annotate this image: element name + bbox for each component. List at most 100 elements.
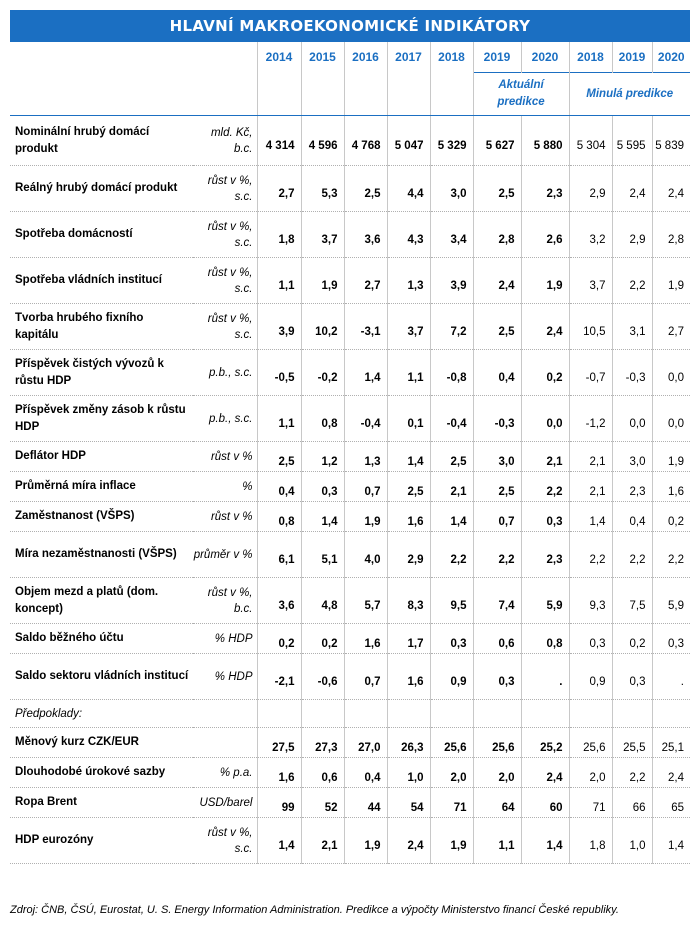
table-row: Míra nezaměstnanosti (VŠPS) průměr v % 6,1…	[10, 531, 690, 578]
current-value: 3,0	[473, 441, 522, 472]
source-note: Zdroj: ČNB, ČSÚ, Eurostat, U. S. Energy …	[10, 904, 619, 916]
year-header: 2020	[521, 42, 570, 73]
past-value: 1,9	[652, 257, 690, 304]
past-value: 2,0	[569, 757, 613, 788]
current-value: 0,2	[257, 623, 302, 654]
indicator-label: Saldo běžného účtu	[10, 623, 193, 654]
current-value: 10,2	[301, 303, 345, 350]
past-value: 65	[652, 787, 690, 818]
current-value: 3,9	[257, 303, 302, 350]
empty-cell	[521, 699, 570, 728]
table-row: Zaměstnanost (VŠPS) růst v % 0,8 1,4 1,9 1,6 1…	[10, 501, 690, 532]
current-value: 5 880	[521, 115, 570, 166]
empty-cell	[473, 699, 522, 728]
indicator-unit: průměr v %	[193, 531, 258, 578]
table-row: Reálný hrubý domácí produkt růst v %, s.c…	[10, 165, 690, 212]
year-header: 2015	[301, 42, 345, 73]
current-value: 2,5	[473, 303, 522, 350]
current-value: 0,8	[521, 623, 570, 654]
current-value: -0,6	[301, 653, 345, 700]
table-row: Nominální hrubý domácí produkt mld. Kč, b…	[10, 115, 690, 166]
current-value: 3,7	[387, 303, 431, 350]
indicator-label: Reálný hrubý domácí produkt	[10, 165, 193, 212]
current-value: 71	[430, 787, 474, 818]
current-value: 0,4	[344, 757, 388, 788]
year-header: 2014	[257, 42, 302, 73]
indicator-label: Spotřeba domácností	[10, 211, 193, 258]
year-header-row: 2014 2015 2016 2017 2018 2019 2020 2018 …	[10, 42, 690, 73]
indicator-label: Nominální hrubý domácí produkt	[10, 115, 193, 166]
empty-cell	[612, 699, 653, 728]
current-value: 54	[387, 787, 431, 818]
current-value: 2,2	[473, 531, 522, 578]
current-value: -0,3	[473, 395, 522, 442]
indicator-label: Příspěvek čistých vývozů k růstu HDP	[10, 349, 193, 396]
current-value: 1,1	[387, 349, 431, 396]
past-value: 0,3	[612, 653, 653, 700]
current-value: 0,4	[473, 349, 522, 396]
current-value: 0,9	[430, 653, 474, 700]
past-value: 25,6	[569, 727, 613, 758]
current-value: 4,4	[387, 165, 431, 212]
past-value: 66	[612, 787, 653, 818]
past-value: 2,2	[652, 531, 690, 578]
assumptions-label: Předpoklady:	[10, 699, 193, 728]
current-value: 0,7	[473, 501, 522, 532]
current-value: 2,3	[521, 531, 570, 578]
year-header: 2018	[430, 42, 474, 73]
indicator-unit: USD/barel	[193, 787, 258, 818]
indicator-unit	[193, 727, 258, 758]
current-value: 2,5	[473, 471, 522, 502]
past-value: 2,2	[612, 257, 653, 304]
empty-cell	[193, 699, 258, 728]
indicator-unit: % p.a.	[193, 757, 258, 788]
year-header: 2019	[473, 42, 522, 73]
year-header: 2020	[657, 50, 685, 64]
past-value: 1,8	[569, 817, 613, 864]
past-value: 2,4	[652, 757, 690, 788]
current-value: 26,3	[387, 727, 431, 758]
current-value: 2,4	[521, 303, 570, 350]
current-value: 5 329	[430, 115, 474, 166]
current-value: 0,2	[521, 349, 570, 396]
past-prediction-header: Minulá predikce	[569, 72, 690, 116]
current-value: 2,5	[473, 165, 522, 212]
past-value: 7,5	[612, 577, 653, 624]
current-value: 1,8	[257, 211, 302, 258]
current-value: -0,4	[430, 395, 474, 442]
past-value: 5 304	[569, 115, 613, 166]
table-row: Saldo běžného účtu% HDP 0,2 0,2 1,6 1,7 0,3 0,…	[10, 623, 690, 654]
year-header: 2018	[569, 42, 613, 73]
current-value: 1,4	[521, 817, 570, 864]
indicator-label: Ropa Brent	[10, 787, 193, 818]
indicator-label: Měnový kurz CZK/EUR	[10, 727, 193, 758]
current-value: 5,3	[301, 165, 345, 212]
past-value: 5 595	[612, 115, 653, 166]
current-value: 4 596	[301, 115, 345, 166]
table-row: Příspěvek změny zásob k růstu HDP p.b., s…	[10, 395, 690, 442]
current-value: 0,4	[257, 471, 302, 502]
indicator-unit: % HDP	[193, 623, 258, 654]
current-value: 2,7	[257, 165, 302, 212]
past-value: 2,2	[612, 531, 653, 578]
table-title: HLAVNÍ MAKROEKONOMICKÉ INDIKÁTORY	[10, 10, 690, 42]
past-value: .	[652, 653, 690, 700]
current-value: 2,8	[473, 211, 522, 258]
current-value: 1,4	[257, 817, 302, 864]
indicator-unit: růst v %	[193, 501, 258, 532]
indicator-unit: růst v %, s.c.	[193, 257, 258, 304]
past-value: 1,9	[652, 441, 690, 472]
current-value: 1,4	[344, 349, 388, 396]
current-value: 2,0	[473, 757, 522, 788]
current-value: -3,1	[344, 303, 388, 350]
current-value: 1,3	[344, 441, 388, 472]
current-value: 6,1	[257, 531, 302, 578]
current-value: 0,6	[301, 757, 345, 788]
indicator-unit: růst v %, s.c.	[193, 211, 258, 258]
table-row: Dlouhodobé úrokové sazby% p.a. 1,6 0,6 0,4 1…	[10, 757, 690, 788]
current-value: 3,6	[344, 211, 388, 258]
current-value: 2,5	[387, 471, 431, 502]
table-row: Objem mezd a platů (dom. koncept) růst v …	[10, 577, 690, 624]
current-value: 0,3	[473, 653, 522, 700]
indicator-unit: růst v %, s.c.	[193, 817, 258, 864]
